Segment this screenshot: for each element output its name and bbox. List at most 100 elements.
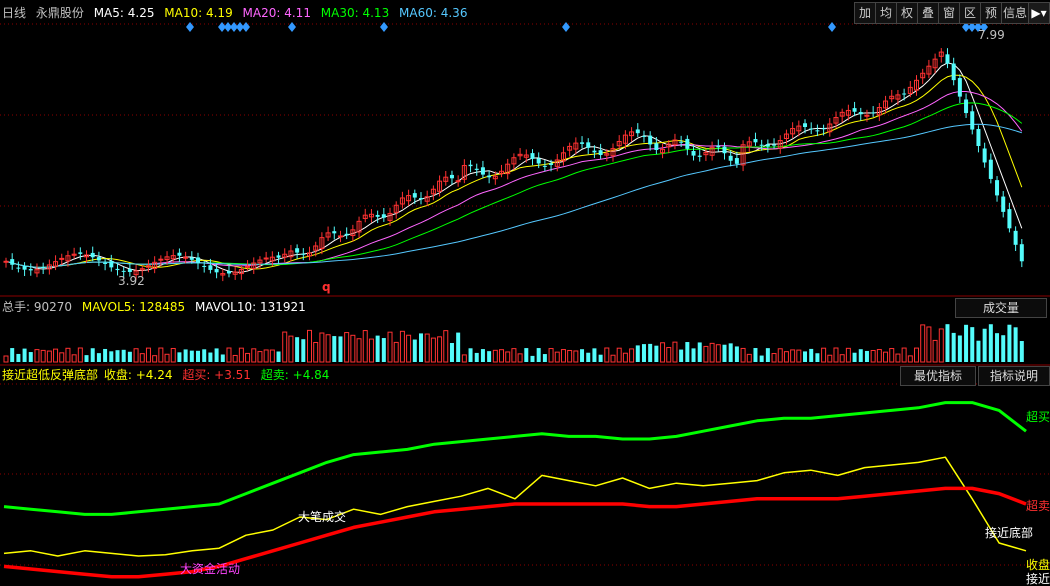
volume-bar	[759, 355, 764, 362]
candle-body	[245, 265, 251, 268]
candle-body	[34, 269, 40, 274]
candle-body	[22, 266, 27, 270]
volume-bar	[499, 349, 505, 363]
range-button[interactable]: 区	[959, 2, 981, 24]
volume-type-button[interactable]: 成交量	[955, 298, 1047, 318]
candle-body	[759, 144, 764, 146]
candle-body	[96, 257, 101, 261]
mavol5-value: MAVOL5: 128485	[81, 300, 186, 314]
volume-bar	[580, 349, 585, 362]
high-price-label: 7.99	[978, 28, 1005, 42]
volume-bar	[598, 354, 603, 362]
volume-bar	[672, 341, 678, 363]
candle-body	[679, 141, 684, 143]
candle-body	[53, 261, 59, 267]
candle-body	[895, 94, 901, 100]
best-indicator-button[interactable]: 最优指标	[900, 366, 976, 386]
volume-bar	[604, 347, 610, 363]
candle-body	[753, 139, 758, 143]
candle-body	[616, 140, 622, 147]
volume-bar	[895, 353, 901, 363]
volume-bar	[257, 351, 263, 363]
ma20-value: MA20: 4.11	[242, 6, 311, 20]
candle-body	[437, 180, 443, 192]
candle-body	[560, 152, 566, 162]
volume-bar	[803, 351, 808, 362]
signal-diamond	[218, 22, 226, 32]
overlay-button[interactable]: 叠	[917, 2, 939, 24]
ma10-line	[5, 74, 1023, 270]
candle-body	[158, 258, 164, 261]
candle-body	[344, 233, 349, 236]
candle-body	[845, 109, 851, 116]
candle-body	[740, 144, 746, 166]
volume-bar	[883, 351, 889, 363]
candle-body	[666, 143, 672, 148]
ma5-value: MA5: 4.25	[93, 6, 155, 20]
candle-body	[982, 148, 987, 163]
volume-bar	[189, 350, 194, 362]
volume-bar	[957, 335, 962, 362]
low-price-label: 3.92	[118, 274, 145, 288]
candle-body	[406, 195, 412, 202]
indicator-name[interactable]: 接近超低反弹底部	[2, 368, 99, 382]
candle-body	[418, 198, 423, 200]
volume-bar	[586, 352, 591, 362]
forecast-button[interactable]: 预	[980, 2, 1002, 24]
candle-body	[375, 214, 380, 217]
volume-bar	[282, 331, 288, 363]
candle-body	[864, 114, 870, 117]
volume-bar	[158, 347, 164, 363]
volume-bar	[121, 349, 126, 362]
volume-bar	[356, 338, 362, 363]
volume-bar	[660, 342, 666, 363]
volume-bar	[152, 355, 158, 363]
near-bottom-annotation: 接近底部	[985, 526, 1034, 540]
candle-body	[412, 193, 417, 198]
volume-bar	[970, 327, 975, 362]
volume-bar	[3, 355, 9, 363]
candle-body	[152, 261, 158, 269]
volume-bar	[524, 348, 529, 362]
signal-diamond	[962, 22, 970, 32]
volume-bar	[654, 345, 659, 362]
candle-body	[964, 99, 969, 114]
info-button[interactable]: 信息	[1001, 2, 1029, 24]
volume-bar	[505, 351, 511, 363]
volume-bar	[697, 342, 702, 362]
volume-bar	[449, 342, 454, 362]
volume-bar	[16, 353, 21, 362]
window-button[interactable]: 窗	[938, 2, 960, 24]
volume-header: 总手: 90270 MAVOL5: 128485 MAVOL10: 131921	[2, 298, 312, 316]
candle-body	[549, 163, 554, 165]
candle-body	[269, 256, 275, 262]
candle-body	[722, 146, 727, 154]
add-button[interactable]: 加	[854, 2, 876, 24]
volume-bar	[995, 333, 1000, 362]
volume-bar	[821, 347, 827, 363]
candle-body	[803, 123, 808, 128]
candle-body	[313, 245, 319, 251]
indicator-help-button[interactable]: 指标说明	[978, 366, 1050, 386]
volume-bar	[554, 351, 560, 363]
candle-body	[78, 252, 83, 254]
candle-body	[1007, 209, 1012, 229]
flag-menu-icon[interactable]: ▶▾	[1028, 2, 1050, 24]
volume-bar	[765, 348, 770, 362]
candle-body	[127, 269, 132, 272]
candle-body	[530, 153, 535, 159]
average-button[interactable]: 均	[875, 2, 897, 24]
period-label[interactable]: 日线	[2, 6, 27, 20]
volume-bar	[858, 349, 863, 362]
volume-bar	[313, 341, 319, 363]
indicator-header: 接近超低反弹底部 收盘: +4.24 超买: +3.51 超卖: +4.84	[2, 366, 335, 384]
volume-bar	[839, 354, 845, 363]
volume-bar	[783, 351, 789, 363]
rights-button[interactable]: 权	[896, 2, 918, 24]
volume-bar	[703, 345, 709, 363]
volume-bar	[728, 343, 733, 362]
candle-body	[84, 254, 90, 258]
volume-bar	[344, 332, 350, 363]
candle-body	[672, 139, 678, 146]
volume-bar	[648, 343, 653, 362]
